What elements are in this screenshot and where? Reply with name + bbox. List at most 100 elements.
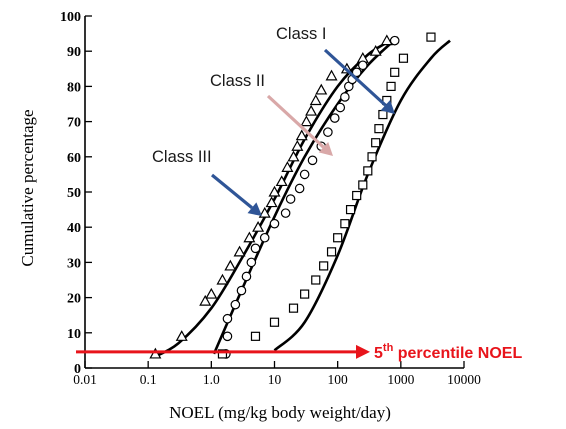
point-class-iii-triangle xyxy=(205,287,218,299)
annotation-arrowhead-class-iii xyxy=(247,202,262,216)
x-tick-label: 0.1 xyxy=(140,372,157,387)
threshold-label: 5th percentile NOEL xyxy=(374,342,522,362)
point-class-ii-circle xyxy=(241,271,252,282)
point-class-iii-triangle xyxy=(300,115,313,127)
point-class-i-square xyxy=(326,247,337,257)
point-class-ii-circle xyxy=(307,155,318,166)
point-class-ii-circle xyxy=(335,102,346,113)
point-class-iii-triangle xyxy=(258,206,271,218)
point-class-iii-triangle xyxy=(175,330,188,341)
point-class-i-square xyxy=(378,109,388,120)
annotation-class-iii: Class III xyxy=(152,148,212,166)
point-class-iii-triangle xyxy=(291,140,304,151)
point-class-iii-triangle xyxy=(369,44,382,56)
point-class-iii-triangle xyxy=(287,150,300,162)
y-tick-label: 40 xyxy=(67,221,81,236)
point-class-i-square xyxy=(333,233,343,243)
point-class-i-square xyxy=(288,303,299,313)
point-class-ii-circle xyxy=(299,169,310,180)
point-class-ii-circle xyxy=(269,218,280,229)
point-class-i-square xyxy=(340,219,350,229)
point-class-i-square xyxy=(374,124,384,134)
x-tick-label: 0.01 xyxy=(73,372,97,387)
point-class-ii-circle xyxy=(222,331,233,342)
point-class-iii-triangle xyxy=(305,104,318,116)
x-axis-label: NOEL (mg/kg body weight/day) xyxy=(169,403,391,422)
x-tick-label: 100 xyxy=(328,372,349,387)
point-class-i-square xyxy=(217,349,228,359)
point-class-i-square xyxy=(319,261,329,271)
point-class-ii-circle xyxy=(259,232,270,243)
point-class-ii-circle xyxy=(250,243,261,254)
point-class-i-square xyxy=(386,81,396,92)
threshold-arrowhead xyxy=(356,344,370,359)
curve-class-i xyxy=(273,39,451,352)
point-class-ii-circle xyxy=(323,127,333,137)
point-class-iii-triangle xyxy=(268,185,281,197)
point-class-iii-triangle xyxy=(233,245,246,257)
y-tick-label: 0 xyxy=(74,362,81,377)
point-class-i-square xyxy=(390,67,400,77)
point-class-i-square xyxy=(345,205,356,215)
point-class-iii-triangle xyxy=(199,294,212,306)
y-tick-label: 30 xyxy=(67,256,81,271)
fitted-curves xyxy=(152,36,451,359)
annotation-arrowhead-class-i xyxy=(380,100,395,114)
point-class-ii-circle xyxy=(280,208,291,218)
point-class-i-square xyxy=(363,166,373,176)
point-class-ii-circle xyxy=(222,313,233,324)
y-tick-label: 50 xyxy=(67,186,81,201)
point-class-i-square xyxy=(300,289,310,299)
point-class-iii-triangle xyxy=(309,94,322,106)
y-tick-label: 90 xyxy=(67,45,81,60)
point-class-ii-circle xyxy=(246,257,257,268)
y-tick-label: 60 xyxy=(67,151,81,166)
point-class-i-square xyxy=(371,138,381,148)
annotation-arrow-class-ii xyxy=(266,94,325,149)
point-class-ii-circle xyxy=(230,299,241,310)
point-class-ii-circle xyxy=(236,285,247,296)
point-class-ii-circle xyxy=(285,194,296,204)
point-class-ii-circle xyxy=(294,183,305,194)
x-tick-label: 10 xyxy=(268,372,282,387)
point-class-iii-triangle xyxy=(380,34,393,46)
point-class-ii-circle xyxy=(358,60,368,71)
point-class-i-square xyxy=(352,190,362,201)
annotation-arrowhead-class-ii xyxy=(318,142,333,156)
x-tick-label: 10000 xyxy=(447,372,481,387)
point-class-iii-triangle xyxy=(252,220,265,232)
axes: 0 10 20 30 40 50 60 70 80 90 100 0.01 0.1 1.0 10 100 100… xyxy=(60,10,481,387)
point-class-iii-triangle xyxy=(265,196,278,208)
y-tick-label: 100 xyxy=(60,10,81,25)
y-axis-label: Cumulative percentage xyxy=(18,109,37,266)
point-class-iii-triangle xyxy=(224,259,237,271)
point-class-iii-triangle xyxy=(243,231,256,243)
point-class-ii-circle xyxy=(351,67,362,78)
x-tick-label: 1.0 xyxy=(203,372,220,387)
data-markers xyxy=(149,32,436,359)
point-class-iii-triangle xyxy=(275,175,288,187)
annotation-class-ii: Class II xyxy=(210,72,265,90)
point-class-i-square xyxy=(358,180,368,190)
point-class-ii-circle xyxy=(329,113,340,123)
point-class-i-square xyxy=(367,152,377,162)
point-class-iii-triangle xyxy=(295,129,308,141)
annotation-arrow-class-i xyxy=(323,48,387,107)
point-class-i-square xyxy=(426,32,436,42)
class-annotations: Class I Class II Class III xyxy=(152,25,395,216)
point-class-i-square xyxy=(311,275,321,285)
y-tick-label: 20 xyxy=(67,292,81,307)
point-class-iii-triangle xyxy=(325,69,338,81)
y-tick-label: 70 xyxy=(67,116,81,131)
annotation-arrow-class-iii xyxy=(210,173,253,209)
point-class-iii-triangle xyxy=(281,161,294,172)
point-class-i-square xyxy=(398,53,409,63)
point-class-i-square xyxy=(269,317,280,327)
annotation-class-i: Class I xyxy=(276,25,326,43)
x-tick-label: 1000 xyxy=(387,372,414,387)
threshold-line-group: 5th percentile NOEL xyxy=(76,342,522,362)
y-tick-label: 10 xyxy=(67,327,81,342)
curve-class-iii xyxy=(152,39,392,359)
point-class-ii-circle xyxy=(389,35,400,46)
